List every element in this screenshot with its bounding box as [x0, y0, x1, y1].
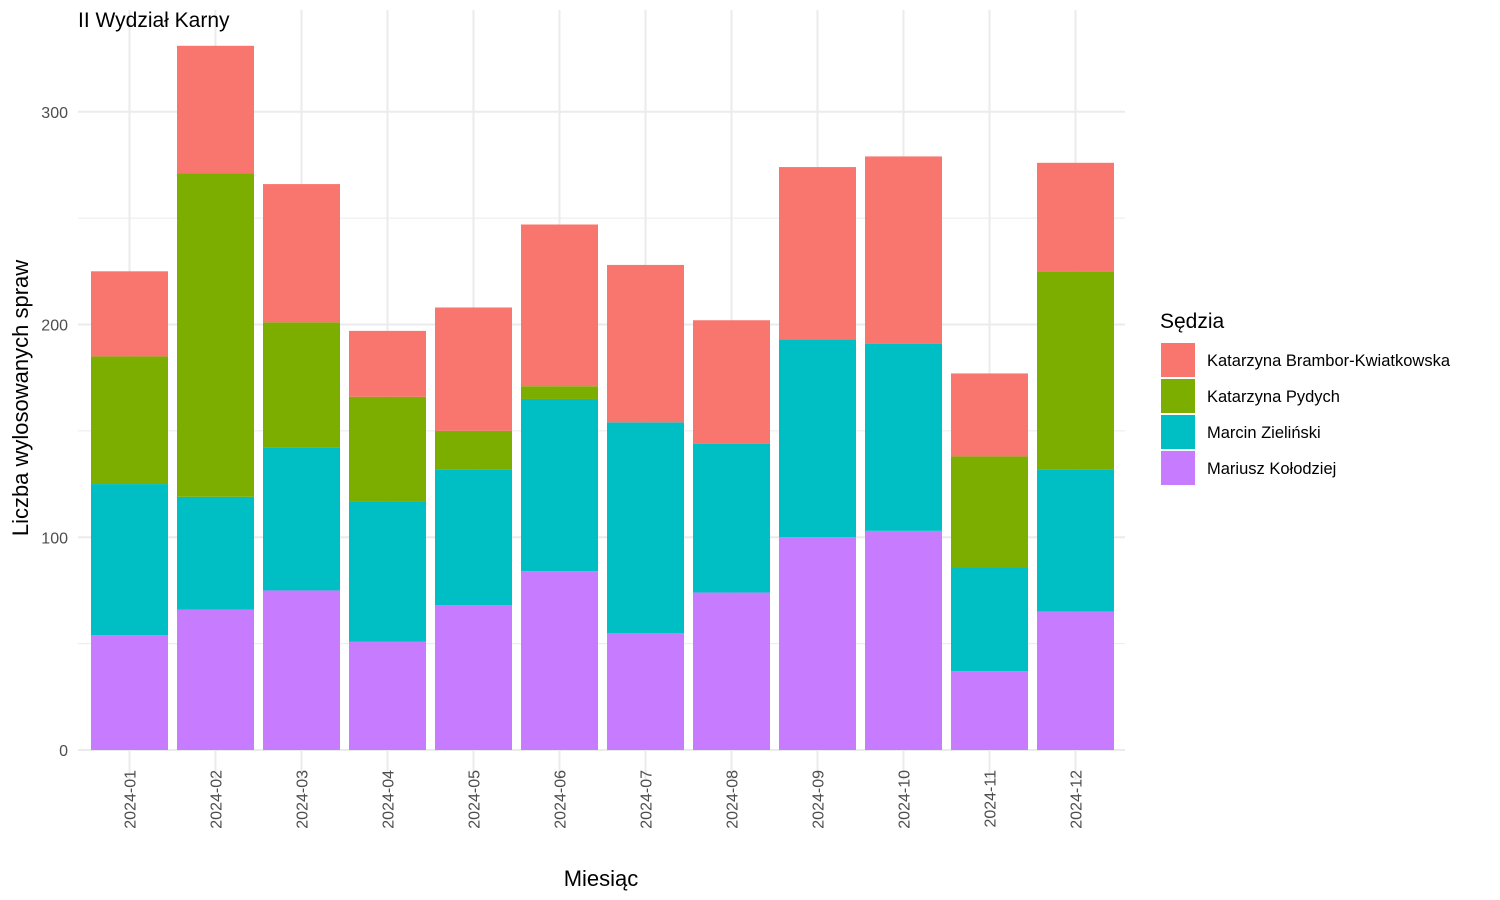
bar-segment: [1037, 611, 1114, 750]
bar-segment: [521, 386, 598, 399]
bar-segment: [435, 307, 512, 431]
bar-segment: [349, 641, 426, 750]
x-tick-label: 2024-05: [467, 770, 484, 829]
x-axis-title: Miesiąc: [564, 866, 639, 891]
bar-segment: [607, 264, 684, 423]
x-axis-ticks: 2024-01 2024-02 2024-03 2024-04 2024-05 2024-…: [123, 770, 1086, 829]
bar-segment: [263, 590, 340, 750]
bar-segment: [91, 356, 168, 485]
y-tick-label: 0: [59, 743, 68, 760]
x-tick-label: 2024-04: [381, 770, 398, 829]
bar-segment: [693, 320, 770, 444]
bar-segment: [951, 567, 1028, 672]
legend-label: Katarzyna Brambor-Kwiatkowska: [1207, 352, 1451, 370]
bar-segment: [1037, 271, 1114, 470]
bars: [91, 45, 1114, 750]
bar-segment: [263, 447, 340, 591]
bar-segment: [521, 224, 598, 387]
bar-segment: [779, 339, 856, 538]
x-tick-label: 2024-03: [295, 770, 312, 829]
bar-segment: [779, 167, 856, 340]
bar-segment: [91, 271, 168, 357]
bar-segment: [693, 592, 770, 750]
legend-swatch: [1161, 415, 1195, 449]
bar-segment: [349, 501, 426, 642]
legend-label: Mariusz Kołodziej: [1207, 460, 1336, 478]
bar-segment: [91, 635, 168, 750]
bar-segment: [951, 671, 1028, 750]
legend-swatch: [1161, 379, 1195, 413]
bar-segment: [349, 396, 426, 502]
bar-segment: [349, 330, 426, 397]
x-tick-label: 2024-09: [811, 770, 828, 829]
bar-segment: [263, 184, 340, 323]
bar-segment: [435, 430, 512, 470]
x-tick-label: 2024-11: [983, 770, 1000, 828]
bar-segment: [521, 398, 598, 572]
bar-segment: [693, 443, 770, 593]
bar-segment: [951, 456, 1028, 568]
x-tick-label: 2024-08: [725, 770, 742, 829]
legend: Sędzia Katarzyna Brambor-Kwiatkowska Kata…: [1160, 310, 1451, 485]
bar-segment: [177, 45, 254, 174]
x-tick-label: 2024-12: [1069, 770, 1086, 829]
bar-segment: [607, 632, 684, 750]
bar-segment: [865, 530, 942, 750]
bar-segment: [521, 571, 598, 750]
bar-segment: [263, 322, 340, 448]
x-tick-label: 2024-01: [123, 770, 140, 829]
bar-segment: [91, 484, 168, 636]
legend-swatch: [1161, 451, 1195, 485]
y-axis-title: Liczba wylosowanych spraw: [8, 260, 33, 536]
legend-swatch: [1161, 343, 1195, 377]
legend-label: Katarzyna Pydych: [1207, 388, 1340, 406]
legend-title: Sędzia: [1160, 310, 1225, 333]
bar-segment: [1037, 162, 1114, 272]
bar-segment: [435, 469, 512, 606]
bar-segment: [865, 156, 942, 344]
x-tick-label: 2024-07: [639, 770, 656, 829]
bar-segment: [177, 173, 254, 497]
x-tick-label: 2024-10: [897, 770, 914, 829]
y-tick-label: 200: [41, 318, 68, 335]
bar-segment: [951, 373, 1028, 457]
bar-segment: [177, 609, 254, 750]
y-axis-ticks: 0 100 200 300: [41, 105, 68, 760]
x-tick-label: 2024-02: [209, 770, 226, 829]
bar-segment: [779, 537, 856, 750]
bar-segment: [865, 343, 942, 531]
y-tick-label: 300: [41, 105, 68, 122]
y-tick-label: 100: [41, 530, 68, 547]
bar-segment: [177, 496, 254, 610]
x-tick-label: 2024-06: [553, 770, 570, 829]
bar-segment: [607, 422, 684, 633]
chart-title: II Wydział Karny: [78, 9, 230, 32]
bar-segment: [435, 605, 512, 750]
legend-label: Marcin Zieliński: [1207, 424, 1321, 442]
bar-segment: [1037, 469, 1114, 612]
